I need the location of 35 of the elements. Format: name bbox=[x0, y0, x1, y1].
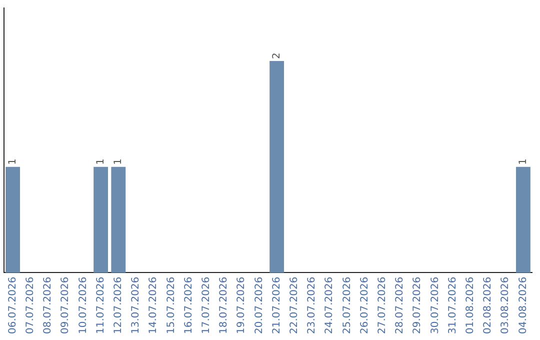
x-tick-label: 31.07.2026 bbox=[447, 276, 458, 334]
x-tick-label: 08.07.2026 bbox=[42, 276, 54, 334]
data-label: 1 bbox=[518, 158, 529, 165]
data-label: 1 bbox=[95, 158, 106, 165]
x-tick-label: 07.07.2026 bbox=[24, 276, 36, 334]
x-tick-label: 17.07.2026 bbox=[200, 276, 212, 334]
x-tick-label: 29.07.2026 bbox=[412, 276, 424, 334]
x-tick-label: 10.07.2026 bbox=[78, 276, 89, 334]
x-tick-label: 23.07.2026 bbox=[306, 276, 318, 334]
x-tick-label: 22.07.2026 bbox=[288, 276, 300, 334]
x-tick-label: 21.07.2026 bbox=[271, 276, 282, 334]
x-tick-label: 11.07.2026 bbox=[95, 276, 106, 334]
x-tick-label: 24.07.2026 bbox=[324, 276, 336, 334]
x-tick-label: 26.07.2026 bbox=[359, 276, 370, 334]
x-tick-label: 27.07.2026 bbox=[376, 276, 388, 334]
x-tick-label: 03.08.2026 bbox=[500, 276, 512, 334]
x-tick-label: 18.07.2026 bbox=[218, 276, 230, 334]
x-tick-label: 28.07.2026 bbox=[394, 276, 406, 334]
x-tick-label: 20.07.2026 bbox=[254, 276, 265, 334]
x-tick-label: 19.07.2026 bbox=[236, 276, 248, 334]
x-tick-label: 16.07.2026 bbox=[183, 276, 194, 334]
x-tick-label: 04.08.2026 bbox=[518, 276, 529, 334]
data-label: 2 bbox=[271, 52, 282, 59]
data-label: 1 bbox=[7, 158, 18, 165]
x-tick-label: 01.08.2026 bbox=[464, 276, 476, 334]
data-label: 1 bbox=[112, 158, 124, 165]
x-tick-label: 15.07.2026 bbox=[166, 276, 177, 334]
x-tick-label: 25.07.2026 bbox=[342, 276, 353, 334]
x-tick-label: 12.07.2026 bbox=[112, 276, 124, 334]
x-tick-label: 09.07.2026 bbox=[60, 276, 72, 334]
x-tick-label: 06.07.2026 bbox=[7, 276, 18, 334]
x-tick-label: 14.07.2026 bbox=[148, 276, 160, 334]
x-tick-label: 13.07.2026 bbox=[130, 276, 142, 334]
x-tick-label: 30.07.2026 bbox=[430, 276, 441, 334]
x-tick-label: 02.08.2026 bbox=[482, 276, 494, 334]
